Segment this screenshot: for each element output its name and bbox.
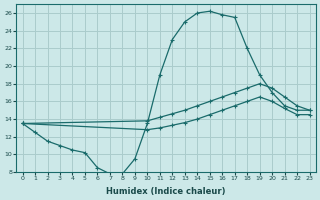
X-axis label: Humidex (Indice chaleur): Humidex (Indice chaleur) xyxy=(106,187,226,196)
